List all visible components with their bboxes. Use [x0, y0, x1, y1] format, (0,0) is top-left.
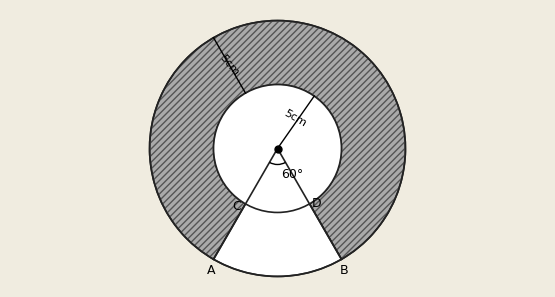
Text: 5cm: 5cm [282, 108, 308, 128]
Wedge shape [150, 20, 405, 259]
Circle shape [214, 85, 341, 212]
Text: D: D [312, 198, 322, 210]
Text: A: A [206, 264, 215, 277]
Text: 5cm: 5cm [218, 53, 241, 78]
Text: C: C [233, 200, 241, 213]
Text: B: B [340, 264, 349, 277]
Wedge shape [214, 148, 341, 277]
Text: 60°: 60° [281, 168, 304, 181]
